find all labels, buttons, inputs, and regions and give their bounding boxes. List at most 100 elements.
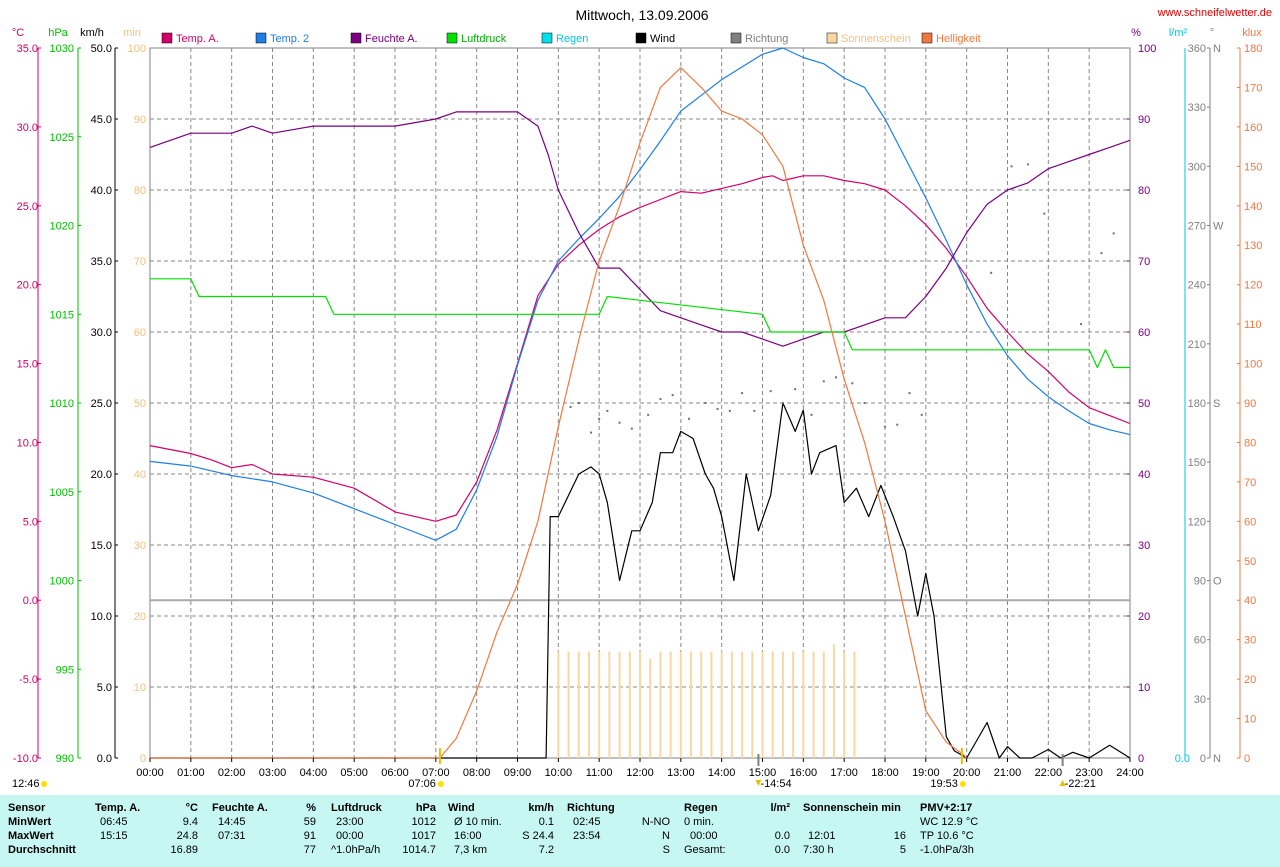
wind-tick-label-1: 45.0 [91,114,112,126]
x-tick-label-15: 15:00 [749,767,777,779]
richtung-point-16 [769,390,772,393]
temp-tick-label-2: 25.0 [17,201,38,213]
temp-2-line [149,47,1131,541]
temp-tick-label-8: -5.0 [19,674,38,686]
x-tick-label-19: 19:00 [912,767,940,779]
stats-wind-distance: 7,3 km [454,844,488,856]
x-tick-label-17: 17:00 [830,767,858,779]
stats-rain-max-time: 00:00 [690,830,718,842]
wind-tick-label-7: 15.0 [91,540,112,552]
wind-tick-label-0: 50.0 [91,43,112,55]
richtung-point-25 [896,423,899,426]
stats-dir-max-time: 23:54 [573,830,601,842]
sun-tick-label-4: 60 [134,327,146,339]
richtung-point-5 [618,421,621,424]
temp-axis-unit: °C [12,27,24,39]
wind-axis-unit: km/h [80,27,104,39]
legend-label-1: Temp. 2 [270,33,309,45]
stats-temp-min-time: 06:45 [100,816,128,828]
website-link[interactable]: www.schneifelwetter.de [1157,7,1272,19]
richtung-point-32 [1080,323,1082,326]
richtung-point-22 [851,382,854,385]
humidity-tick-label-9: 10 [1138,682,1150,694]
sun-tick-label-7: 30 [134,540,146,552]
richtung-point-23 [863,402,866,404]
humidity-tick-label-0: 100 [1138,43,1156,55]
lux-axis-unit: klux [1242,27,1262,39]
stats-wind-unit: km/h [528,802,554,814]
richtung-point-1 [577,402,580,404]
lux-tick-label-17: 10 [1244,714,1256,726]
richtung-point-17 [781,402,784,404]
direction-tick-label-3: 270 [1188,221,1206,233]
rain-tick-label-0: 0.0 [1175,753,1190,765]
lux-tick-label-12: 60 [1244,516,1256,528]
wind-tick-label-6: 20.0 [91,469,112,481]
stats-hum-header: Feuchte A. [212,802,268,814]
humidity-tick-label-4: 60 [1138,327,1150,339]
richtung-point-2 [590,431,592,434]
temp-tick-label-5: 10.0 [17,437,38,449]
stats-dir-header: Richtung [567,802,615,814]
richtung-point-3 [598,417,601,420]
humidity-axis-unit: % [1131,27,1141,39]
stats-hum-min-time: 14:45 [218,816,246,828]
stats-temp-max-time: 15:15 [100,830,128,842]
stats-hum-avg-value: 77 [303,844,316,856]
stats-pmv-header: PMV+2:17 [920,802,973,814]
sun-axis-unit: min [123,27,141,39]
stats-temp-unit: °C [185,802,198,814]
lux-tick-label-11: 70 [1244,477,1256,489]
stats-temp-max-value: 24.8 [176,830,198,842]
x-tick-label-12: 12:00 [626,767,654,779]
stats-press-trend-3h: -1.0hPa/3h [920,844,974,856]
lux-tick-label-3: 150 [1244,161,1262,173]
plot-area [149,47,1131,759]
stats-sensor-header: Sensor [8,802,46,814]
stats-temp-avg-value: 16.89 [170,844,198,856]
pressure-tick-label-5: 1005 [50,487,74,499]
direction-tick-label-0: 360 [1188,43,1206,55]
direction-tick-label-12: 0 [1200,753,1206,765]
x-tick-label-11: 11:00 [586,767,613,779]
left-time-sun-icon [41,781,47,787]
stats-row-max: MaxWert [8,830,54,842]
direction-tick-label-4: 240 [1188,280,1206,292]
richtung-point-20 [822,380,825,383]
stats-wind-min-value: 0.1 [538,816,554,828]
sun-tick-label-9: 10 [134,682,146,694]
legend-swatch-7 [826,32,838,44]
x-tick-label-24: 24:00 [1116,767,1144,779]
x-tick-label-8: 08:00 [463,767,491,779]
richtung-point-29 [1010,165,1013,168]
stats-dir-max-value: N [662,830,670,842]
stats-press-max-value: 1017 [411,830,436,842]
humidity-tick-label-5: 50 [1138,398,1150,410]
x-tick-label-14: 14:00 [708,767,736,779]
sunrise-label: 07:06 [408,778,436,790]
stats-rain-max-value: 0.0 [774,830,790,842]
stats-press-header: Luftdruck [331,802,382,814]
stats-sun-max-time: 12:01 [808,830,836,842]
sunset-label: 19:53 [930,778,958,790]
legend-swatch-8 [921,32,933,44]
lux-tick-label-14: 40 [1244,595,1256,607]
lux-tick-label-0: 180 [1244,43,1262,55]
temp-tick-label-9: -10.0 [13,753,38,765]
richtung-point-10 [688,417,690,420]
compass-label-6: S [1213,398,1220,410]
pressure-tick-label-3: 1015 [50,309,74,321]
richtung-point-14 [741,392,744,395]
direction-tick-label-7: 150 [1188,457,1206,469]
richtung-point-4 [606,409,609,412]
richtung-point-28 [990,271,993,274]
richtung-point-31 [1043,212,1046,215]
legend: Temp. A. Temp. 2 Feuchte A. Luftdruck Regen W… [161,32,981,45]
stats-wind-max-value: S 24.4 [522,830,554,842]
left-time-label: 12:46 [12,778,40,790]
sun-tick-label-5: 50 [134,398,146,410]
stats-dir-avg-value: S [662,844,670,856]
stats-wind-avg-value: 7.2 [538,844,554,856]
lux-tick-label-8: 100 [1244,359,1262,371]
